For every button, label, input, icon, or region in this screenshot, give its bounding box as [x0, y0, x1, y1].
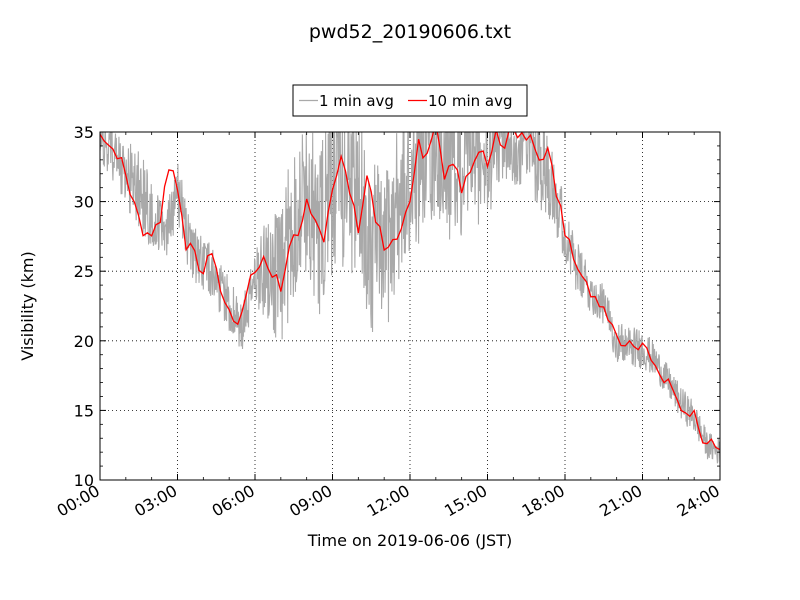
y-tick-label: 20 — [74, 332, 94, 351]
y-tick-label: 15 — [74, 401, 94, 420]
series-line-1min-avg — [100, 132, 720, 464]
y-tick-label: 10 — [74, 471, 94, 490]
x-tick-label: 03:00 — [131, 481, 180, 521]
x-tick-label: 15:00 — [441, 481, 490, 521]
x-tick-label: 18:00 — [519, 481, 568, 521]
x-tick-label: 24:00 — [674, 481, 723, 521]
x-axis-label: Time on 2019-06-06 (JST) — [307, 531, 512, 550]
chart-title: pwd52_20190606.txt — [309, 21, 511, 43]
y-tick-label: 35 — [74, 123, 94, 142]
data-series — [100, 132, 720, 464]
legend-label-10min: 10 min avg — [428, 92, 513, 110]
legend: 1 min avg 10 min avg — [292, 84, 528, 117]
x-tick-label: 09:00 — [286, 481, 335, 521]
x-tick-label: 06:00 — [209, 481, 258, 521]
legend-label-1min: 1 min avg — [319, 92, 394, 110]
y-tick-label: 25 — [74, 262, 94, 281]
axes-frame — [99, 131, 721, 481]
x-tick-label: 12:00 — [364, 481, 413, 521]
y-tick-label: 30 — [74, 193, 94, 212]
series-line-10min-avg — [100, 132, 720, 451]
y-axis-label: Visibility (km) — [18, 251, 37, 360]
x-tick-label: 21:00 — [596, 481, 645, 521]
plot-area — [100, 132, 720, 480]
